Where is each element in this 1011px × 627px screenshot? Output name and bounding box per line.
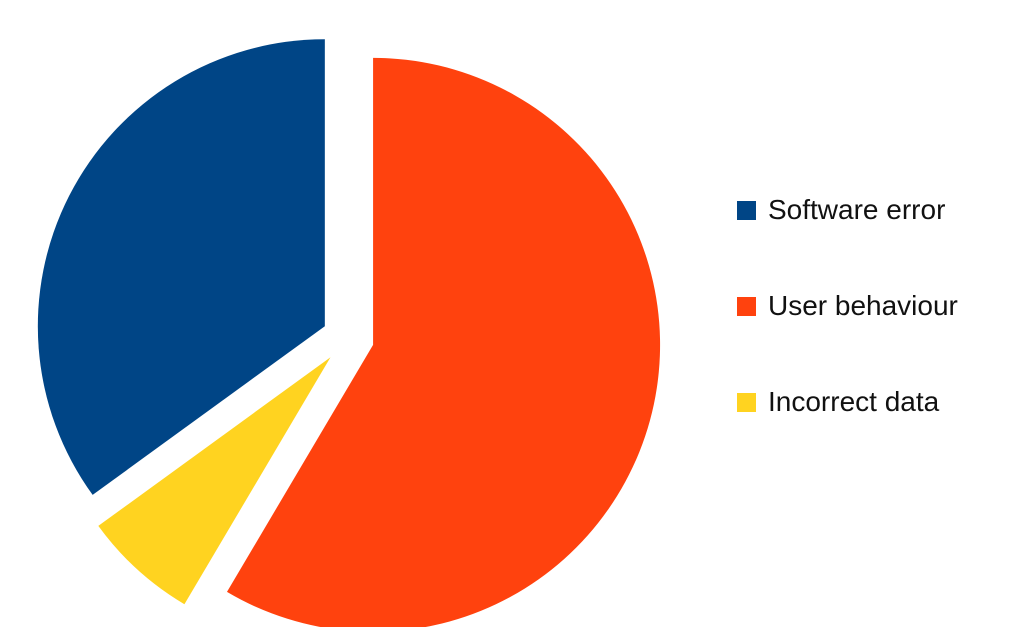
pie-slice-user-behaviour bbox=[226, 57, 661, 627]
legend-swatch bbox=[737, 392, 756, 412]
legend-item: User behaviour bbox=[737, 290, 1007, 322]
pie-slice-incorrect-data bbox=[98, 357, 331, 605]
legend-swatch bbox=[737, 296, 756, 316]
legend-swatch bbox=[737, 200, 756, 220]
legend-item: Incorrect data bbox=[737, 386, 1007, 418]
legend-item: Software error bbox=[737, 194, 1007, 226]
legend: Software error User behaviour Incorrect … bbox=[737, 194, 1007, 418]
pie-slice-software-error bbox=[37, 39, 325, 495]
legend-label: Software error bbox=[768, 194, 946, 225]
legend-label: User behaviour bbox=[768, 290, 958, 321]
legend-label: Incorrect data bbox=[768, 386, 940, 417]
